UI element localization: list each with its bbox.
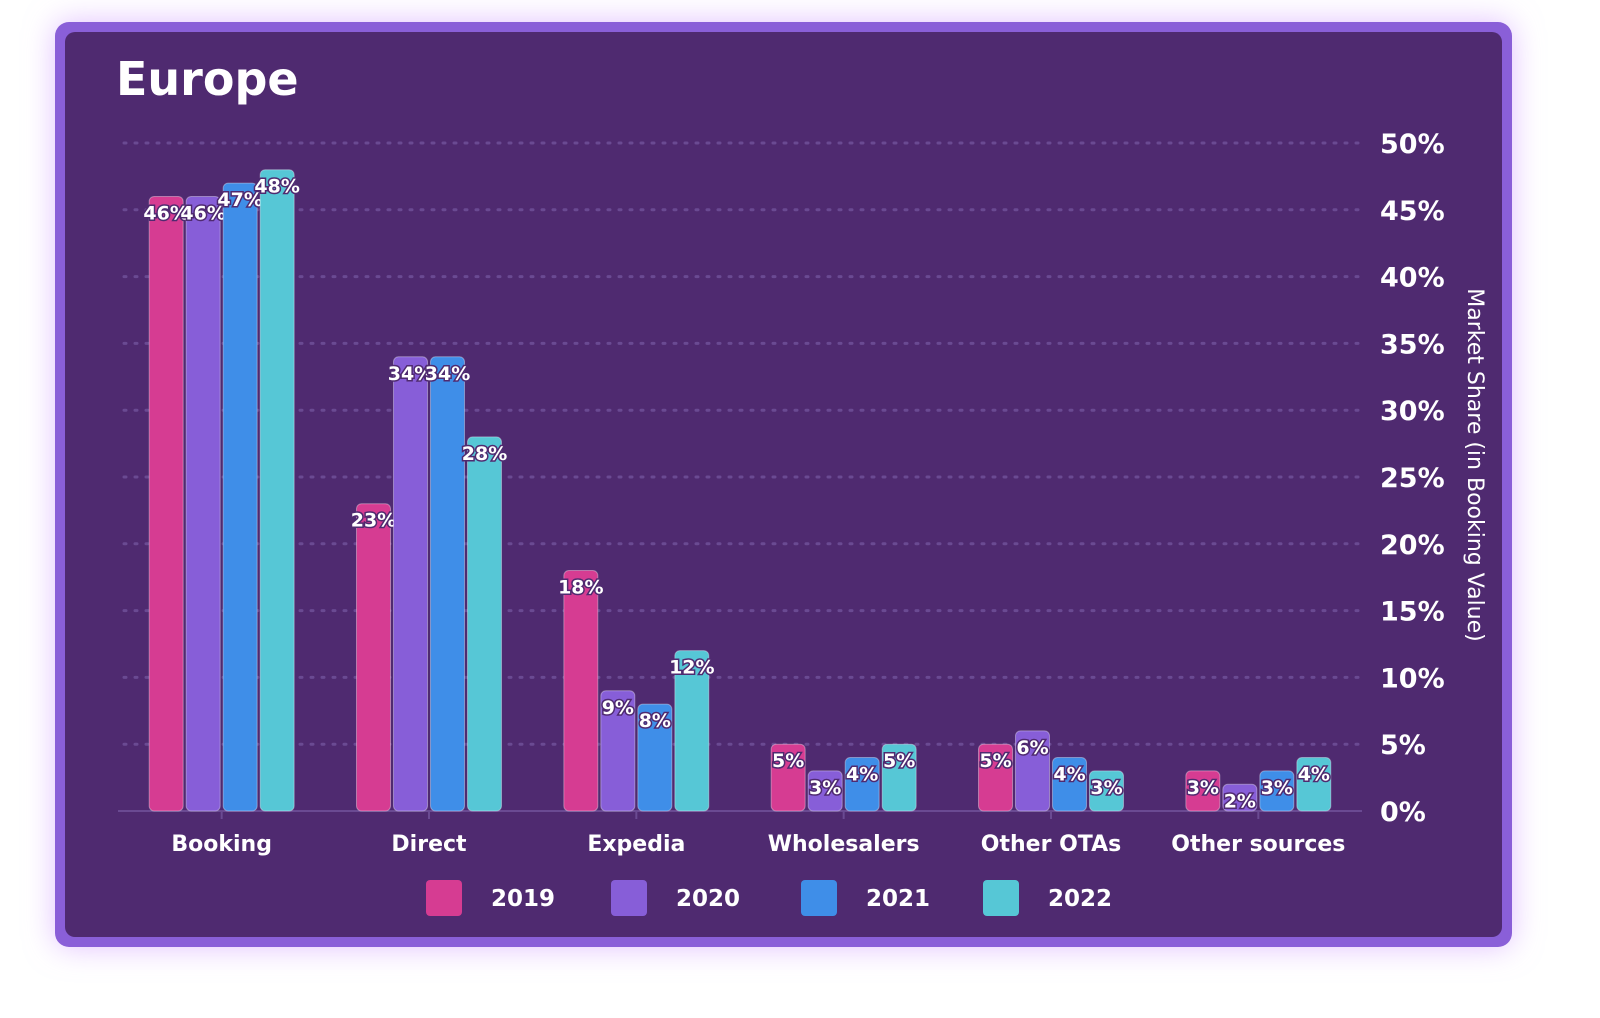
data-label: 46%	[180, 202, 225, 224]
x-tick-label: Direct	[391, 832, 467, 857]
data-label: 18%	[558, 577, 603, 599]
y-tick-label: 40%	[1380, 263, 1445, 294]
y-tick-label: 10%	[1380, 663, 1445, 694]
bar-2021	[430, 356, 465, 812]
legend-swatch-2022	[983, 880, 1019, 916]
bar-2021	[1052, 757, 1087, 812]
bar-2021	[222, 182, 258, 812]
data-label: 28%	[462, 443, 507, 465]
bar-2020	[185, 195, 221, 812]
bar-2019	[978, 743, 1013, 812]
x-tick-label: Other sources	[1171, 832, 1345, 857]
legend-swatch-2020	[611, 880, 647, 916]
y-tick-label: 25%	[1380, 463, 1445, 494]
data-label: 46%	[143, 202, 188, 224]
bar-2020	[600, 690, 636, 812]
chart-card	[55, 22, 1512, 947]
chart-title: Europe	[116, 52, 299, 106]
bar-2019	[563, 570, 599, 812]
legend-swatch-2021	[801, 880, 837, 916]
data-label: 4%	[1053, 764, 1085, 786]
data-label: 47%	[217, 189, 262, 211]
bar-2022	[674, 650, 710, 812]
bar-2022	[467, 436, 502, 812]
y-axis-title: Market Share (in Booking Value)	[1462, 288, 1487, 642]
data-label: 4%	[1298, 764, 1330, 786]
legend-label: 2019	[491, 886, 555, 912]
bar-2019	[148, 195, 184, 812]
y-tick-label: 35%	[1380, 329, 1445, 360]
bar-2021	[1259, 770, 1295, 812]
data-label: 3%	[809, 777, 841, 799]
legend-label: 2022	[1048, 886, 1112, 912]
bar-2022	[881, 743, 917, 812]
legend-label: 2020	[676, 886, 740, 912]
bar-2022	[259, 169, 295, 812]
data-label: 5%	[772, 750, 804, 772]
data-label: 5%	[979, 750, 1011, 772]
bar-2020	[1222, 783, 1258, 812]
bar-2019	[356, 503, 391, 812]
data-label: 3%	[1187, 777, 1219, 799]
x-tick-label: Other OTAs	[981, 832, 1121, 857]
legend-label: 2021	[866, 886, 930, 912]
y-tick-label: 15%	[1380, 597, 1445, 628]
bar-2020	[393, 356, 428, 812]
x-tick-label: Expedia	[587, 832, 685, 857]
bar-2022	[1089, 770, 1124, 812]
bar-2020	[807, 770, 843, 812]
x-tick-label: Booking	[171, 832, 272, 857]
y-tick-label: 30%	[1380, 396, 1445, 427]
data-label: 3%	[1090, 777, 1122, 799]
bar-2021	[844, 757, 880, 812]
data-label: 4%	[846, 764, 878, 786]
data-label: 34%	[388, 363, 433, 385]
data-label: 6%	[1016, 737, 1048, 759]
y-tick-label: 45%	[1380, 196, 1445, 227]
data-label: 34%	[425, 363, 470, 385]
data-label: 48%	[254, 176, 299, 198]
y-tick-label: 5%	[1380, 730, 1426, 761]
data-label: 2%	[1224, 790, 1256, 812]
data-label: 12%	[669, 657, 714, 679]
bar-2020	[1015, 730, 1050, 812]
bar-2021	[637, 703, 673, 812]
data-label: 3%	[1261, 777, 1293, 799]
x-tick-label: Wholesalers	[768, 832, 920, 857]
data-label: 23%	[351, 510, 396, 532]
data-label: 8%	[639, 710, 671, 732]
y-tick-label: 20%	[1380, 530, 1445, 561]
y-tick-label: 50%	[1380, 129, 1445, 160]
bar-2019	[770, 743, 806, 812]
bar-2019	[1185, 770, 1221, 812]
legend-swatch-2019	[426, 880, 462, 916]
bar-2022	[1296, 757, 1332, 812]
data-label: 9%	[602, 697, 634, 719]
data-label: 5%	[883, 750, 915, 772]
y-tick-label: 0%	[1380, 797, 1426, 828]
